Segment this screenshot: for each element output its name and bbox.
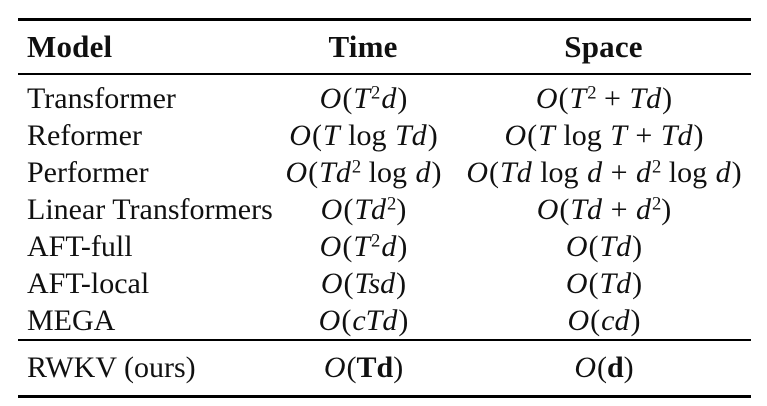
- space-complexity: O(Td + d2): [536, 192, 672, 226]
- model-name: AFT-full: [27, 229, 133, 263]
- table-row-transformer: Transformer O(T2d) O(T2 + Td): [18, 74, 751, 117]
- time-complexity: O(Td): [323, 351, 404, 384]
- header-row: Model Time Space: [18, 20, 751, 75]
- model-name: Performer: [27, 155, 149, 189]
- table-row-linear-transformers: Linear Transformers O(Td2) O(Td + d2): [18, 191, 751, 228]
- table-header: Model Time Space: [18, 20, 751, 75]
- time-complexity: O(Td2 log d): [285, 155, 442, 189]
- time-complexity: O(Td2): [320, 192, 407, 226]
- space-complexity: O(Td log d + d2 log d): [466, 155, 742, 189]
- table-row-rwkv: RWKV (ours) O(Td) O(d): [18, 340, 751, 397]
- model-name: MEGA: [27, 303, 116, 337]
- time-complexity: O(T2d): [319, 81, 408, 115]
- column-header-space: Space: [564, 29, 643, 64]
- space-complexity: O(Td): [565, 229, 643, 263]
- table-row-aft-full: AFT-full O(T2d) O(Td): [18, 228, 751, 265]
- table-row-performer: Performer O(Td2 log d) O(Td log d + d2 l…: [18, 154, 751, 191]
- table-row-mega: MEGA O(cTd) O(cd): [18, 302, 751, 340]
- space-complexity: O(T log T + Td): [504, 118, 704, 152]
- space-complexity: O(d): [574, 351, 634, 384]
- table-row-reformer: Reformer O(T log Td) O(T log T + Td): [18, 117, 751, 154]
- space-complexity: O(cd): [567, 303, 641, 337]
- space-complexity: O(T2 + Td): [535, 81, 673, 115]
- model-name: RWKV (ours): [27, 351, 196, 384]
- time-complexity: O(T2d): [319, 229, 408, 263]
- complexity-comparison-table: Model Time Space Transformer O(T2d) O(T2…: [18, 18, 751, 398]
- space-complexity: O(Td): [565, 266, 643, 300]
- table-row-aft-local: AFT-local O(Tsd) O(Td): [18, 265, 751, 302]
- time-complexity: O(cTd): [318, 303, 409, 337]
- model-name: AFT-local: [27, 266, 150, 300]
- model-name: Reformer: [27, 118, 142, 152]
- column-header-model: Model: [27, 29, 113, 64]
- table-body: Transformer O(T2d) O(T2 + Td) Reformer O…: [18, 74, 751, 340]
- column-header-time: Time: [328, 29, 398, 64]
- model-name: Transformer: [27, 81, 176, 115]
- table-footer: RWKV (ours) O(Td) O(d): [18, 340, 751, 397]
- model-name: Linear Transformers: [27, 192, 273, 226]
- time-complexity: O(Tsd): [320, 266, 407, 300]
- time-complexity: O(T log Td): [289, 118, 438, 152]
